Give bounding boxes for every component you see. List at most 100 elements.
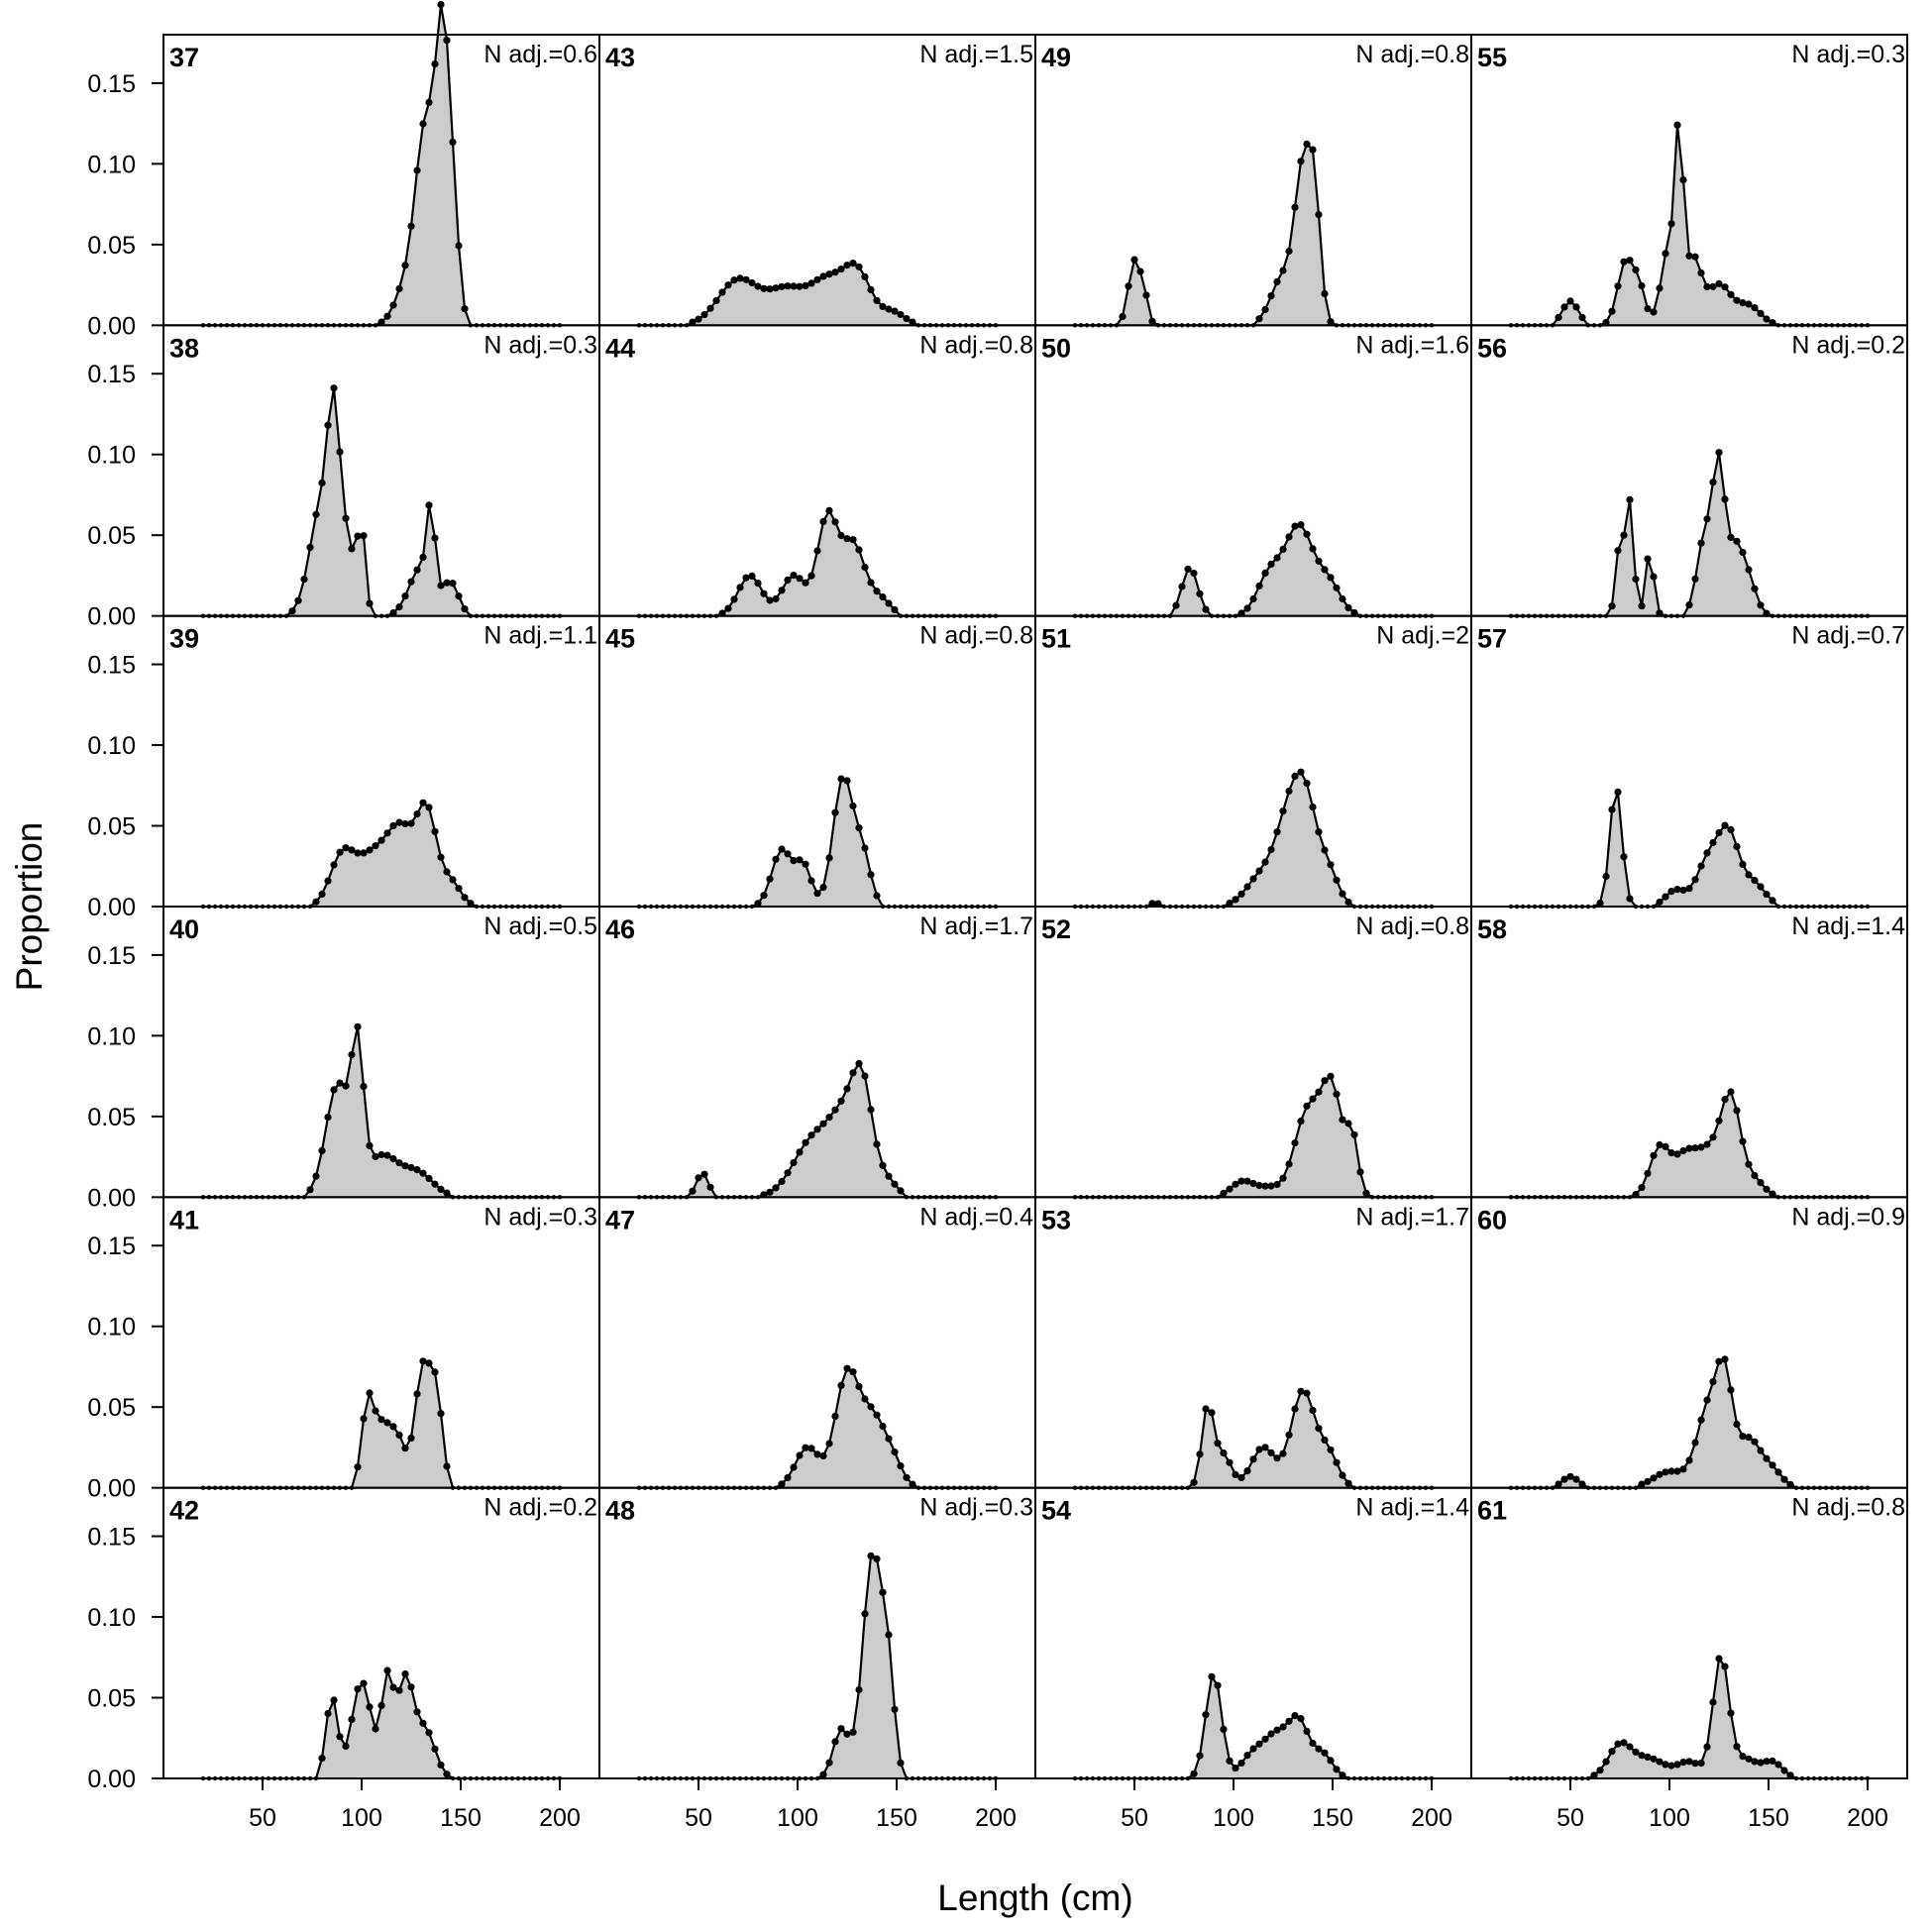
y-tick-label: 0.15 xyxy=(87,1524,136,1552)
data-point xyxy=(1703,1743,1711,1751)
data-point xyxy=(1602,1758,1610,1766)
data-point xyxy=(813,1450,821,1458)
data-point xyxy=(1614,282,1622,290)
area-fill xyxy=(1075,1391,1432,1488)
data-point xyxy=(873,892,881,900)
data-point xyxy=(1679,1146,1687,1155)
data-point xyxy=(1255,867,1263,875)
data-point xyxy=(407,578,415,586)
data-point xyxy=(1315,828,1323,836)
data-point xyxy=(796,1451,804,1459)
data-point xyxy=(342,844,350,852)
area-fill xyxy=(639,1368,996,1488)
n-adj-label: N adj.=0.8 xyxy=(1791,1494,1905,1522)
data-point xyxy=(843,535,851,543)
data-point xyxy=(1644,1753,1652,1761)
data-point xyxy=(1578,1480,1586,1488)
x-tick-label: 100 xyxy=(1213,1804,1254,1832)
panel-37: 37 N adj.=0.6 0.00 0.05 0.10 0.15 xyxy=(87,1,600,340)
data-point xyxy=(354,1463,362,1471)
data-point xyxy=(784,1473,792,1482)
data-point xyxy=(1315,1745,1323,1753)
data-point xyxy=(1751,1758,1759,1766)
data-point xyxy=(324,1114,332,1122)
data-point xyxy=(796,575,804,583)
data-point xyxy=(1667,1149,1675,1157)
data-point xyxy=(419,799,427,806)
data-point xyxy=(336,1733,344,1741)
data-point xyxy=(891,1705,899,1713)
data-point xyxy=(1190,1770,1198,1777)
data-point xyxy=(1339,1116,1346,1124)
data-point xyxy=(819,272,827,280)
area-fill xyxy=(639,779,996,907)
data-point xyxy=(455,242,463,250)
data-point xyxy=(1255,1740,1263,1748)
series-line xyxy=(203,387,560,617)
data-point xyxy=(1745,300,1753,308)
data-point xyxy=(342,514,350,522)
data-point xyxy=(819,884,827,892)
data-point xyxy=(813,547,821,555)
data-point xyxy=(401,1669,409,1678)
panel-47: 47 N adj.=0.4 xyxy=(598,1196,1036,1490)
data-point xyxy=(312,898,320,906)
data-point xyxy=(1202,605,1210,613)
data-point xyxy=(1697,1416,1705,1424)
area-fill xyxy=(1511,1358,1868,1488)
y-tick-label: 0.05 xyxy=(87,232,136,260)
n-adj-label: N adj.=0.8 xyxy=(1355,912,1469,940)
data-point xyxy=(1679,886,1687,895)
data-point xyxy=(443,579,451,587)
data-point xyxy=(1685,885,1693,893)
data-point xyxy=(1709,479,1717,486)
data-point xyxy=(873,1411,881,1419)
data-point xyxy=(1339,594,1346,603)
data-point xyxy=(437,1,445,9)
data-point xyxy=(1243,1752,1251,1760)
data-point xyxy=(1691,1144,1699,1152)
data-point xyxy=(1715,828,1723,837)
data-point xyxy=(1644,1477,1652,1485)
area-fill xyxy=(1075,1076,1432,1198)
data-point xyxy=(383,1151,391,1159)
data-point xyxy=(1685,1758,1693,1766)
data-point xyxy=(1697,268,1705,277)
data-point xyxy=(1291,1405,1299,1413)
y-tick-label: 0.05 xyxy=(87,1394,136,1422)
data-point xyxy=(1321,566,1329,574)
data-point xyxy=(1667,1762,1675,1770)
data-point xyxy=(1321,1436,1329,1444)
y-tick-label: 0.00 xyxy=(87,1766,136,1793)
data-point xyxy=(1763,1454,1771,1462)
data-point xyxy=(790,1158,798,1167)
data-point xyxy=(1339,890,1346,898)
data-point xyxy=(1136,268,1144,275)
data-point xyxy=(879,1588,887,1596)
panel-frame xyxy=(598,1486,1036,1779)
data-point xyxy=(1172,601,1180,609)
data-point xyxy=(1249,1745,1257,1753)
data-point xyxy=(1709,1698,1717,1706)
panel-frame xyxy=(1470,1196,1908,1489)
data-point xyxy=(1202,1711,1210,1719)
data-point xyxy=(1679,176,1687,184)
data-point xyxy=(689,318,697,326)
data-point xyxy=(312,1172,320,1180)
data-point xyxy=(300,576,308,584)
data-point xyxy=(1237,1473,1245,1482)
panel-54: 54 N adj.=1.4 50 100 150 200 xyxy=(1034,1486,1472,1832)
data-point xyxy=(1261,858,1269,866)
data-point xyxy=(1226,1185,1234,1193)
data-point xyxy=(802,1444,809,1451)
data-point xyxy=(1303,530,1311,538)
data-point xyxy=(1774,1761,1782,1769)
data-point xyxy=(837,1725,845,1733)
data-point xyxy=(1327,1072,1335,1080)
data-point xyxy=(879,1161,887,1169)
data-point xyxy=(1614,1740,1622,1748)
data-point xyxy=(1297,1715,1305,1723)
data-point xyxy=(377,1150,385,1159)
data-point xyxy=(389,301,397,309)
